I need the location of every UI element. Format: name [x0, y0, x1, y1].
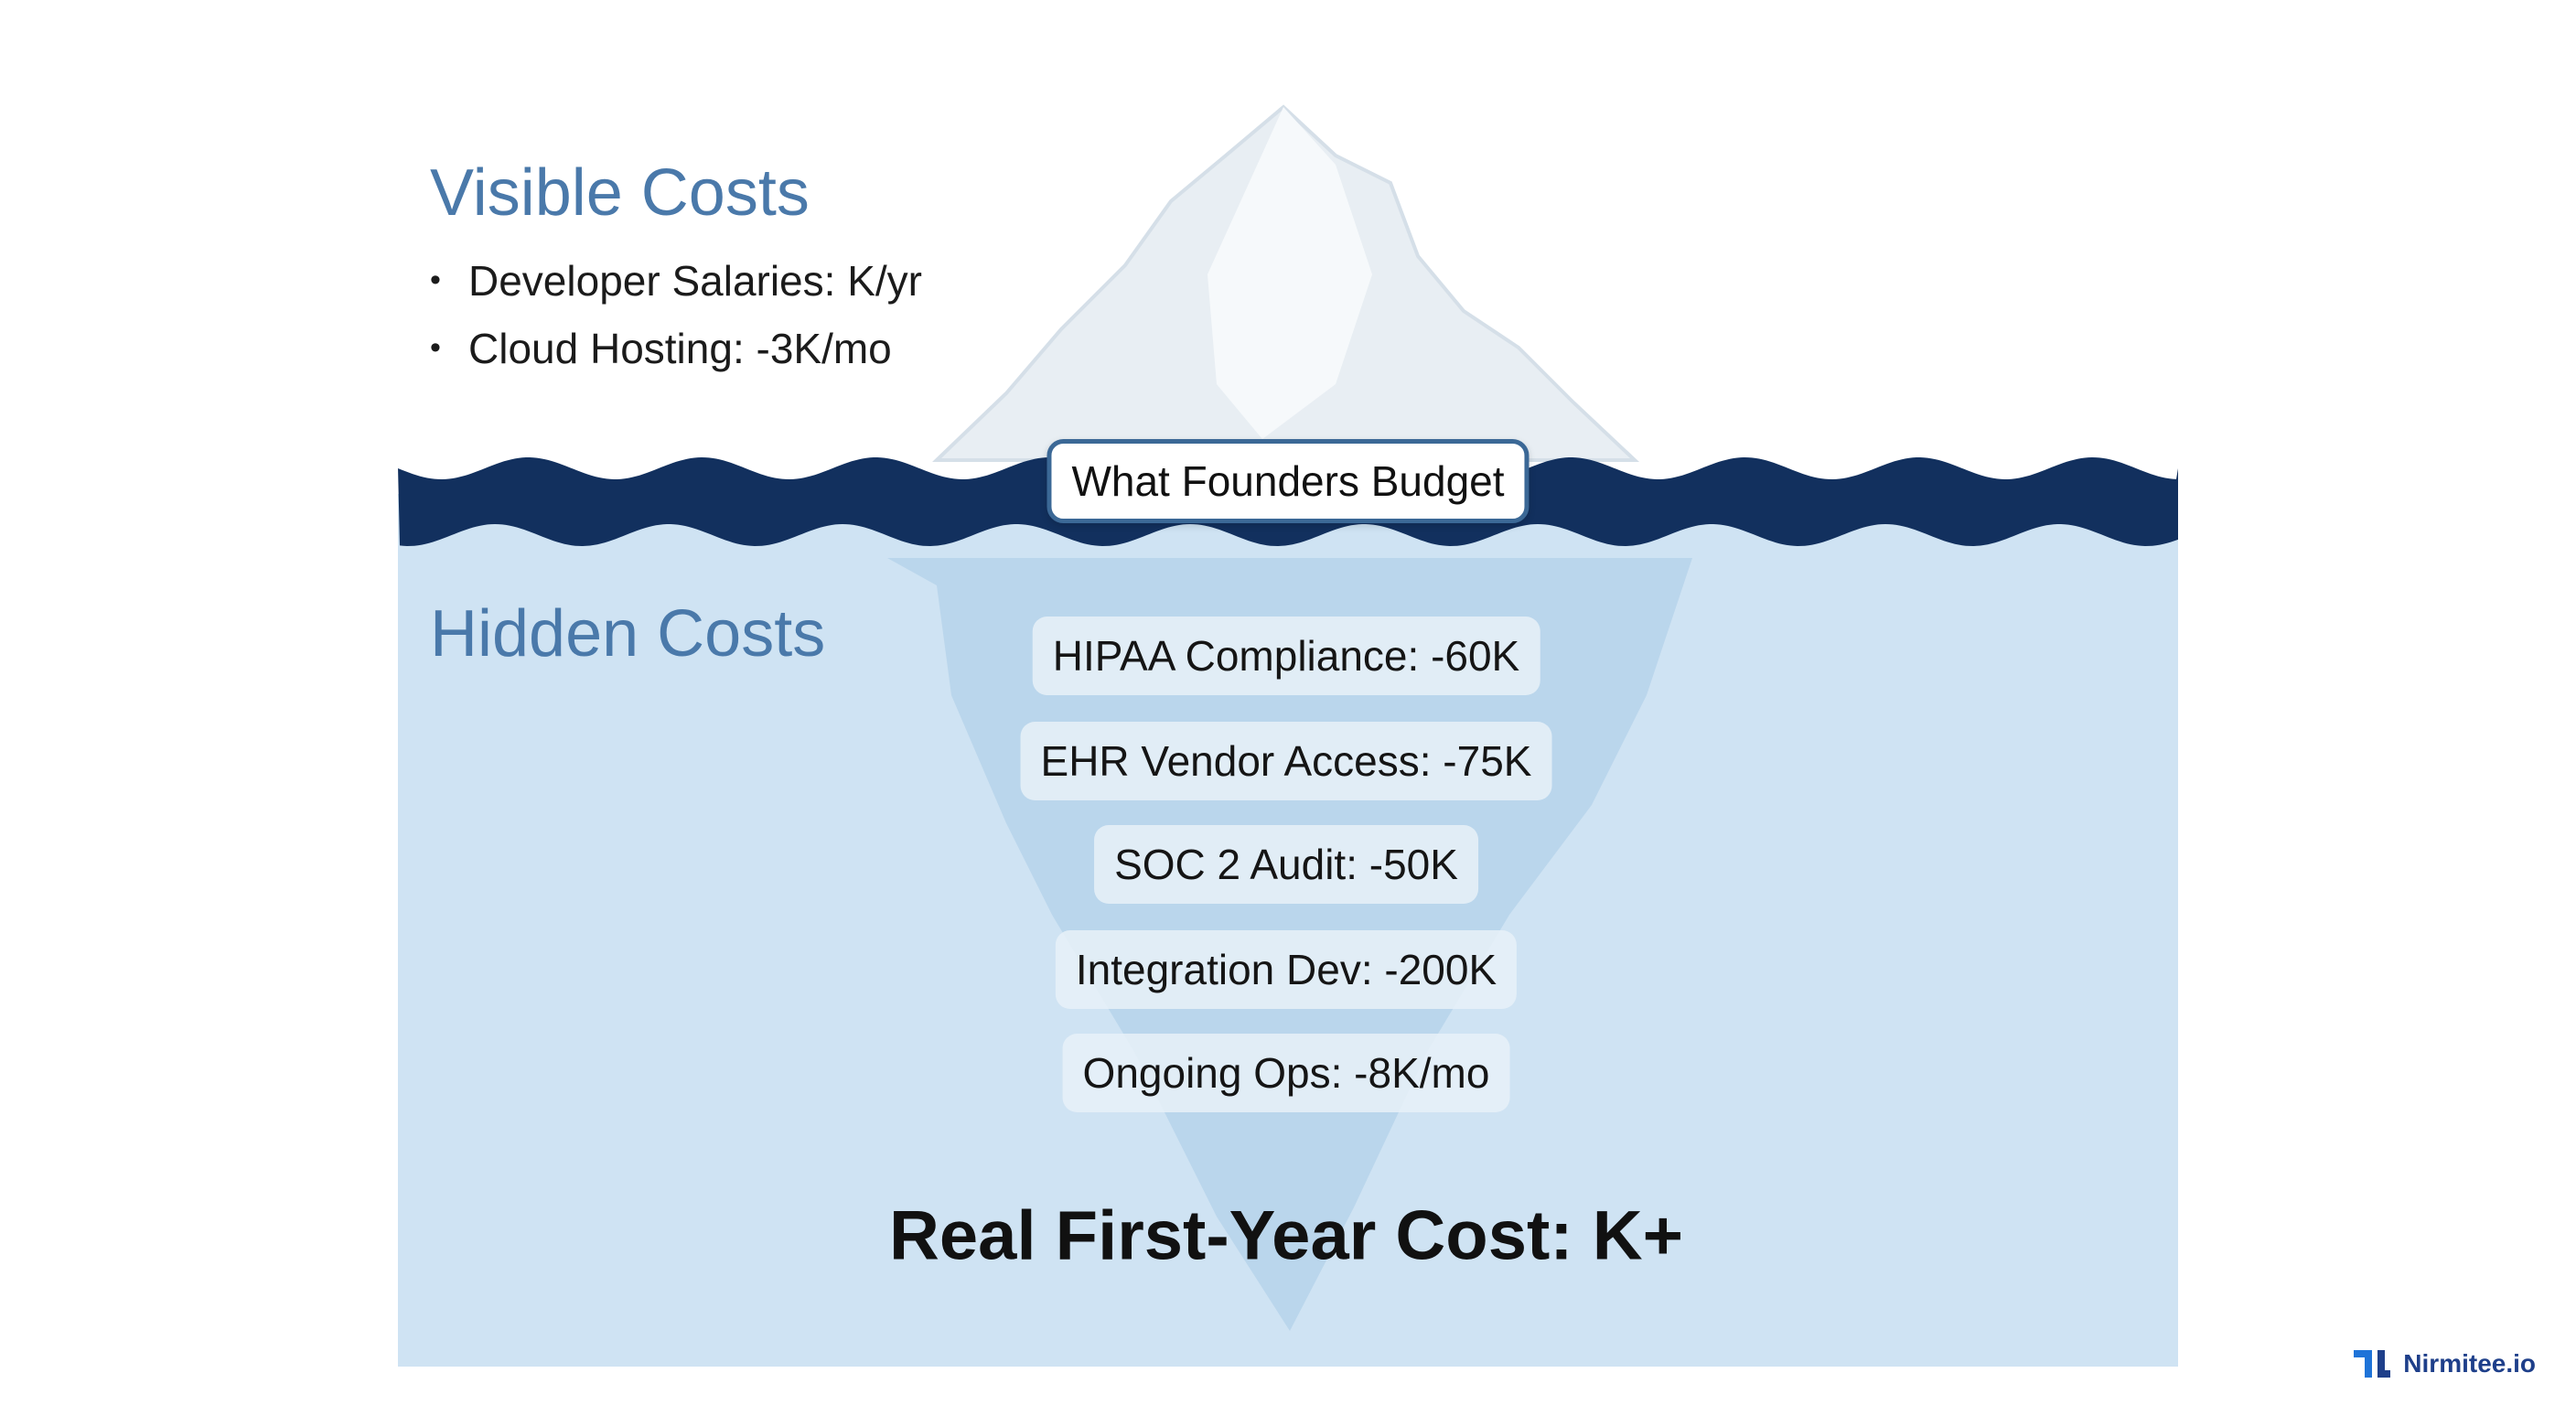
- total-cost: Real First-Year Cost: K+: [889, 1196, 1683, 1275]
- brand: Nirmitee.io: [2354, 1348, 2536, 1379]
- hidden-item: HIPAA Compliance: -60K: [1032, 617, 1540, 695]
- hidden-item: EHR Vendor Access: -75K: [1020, 722, 1552, 800]
- visible-item: Developer Salaries: K/yr: [430, 256, 922, 306]
- visible-title: Visible Costs: [430, 156, 810, 230]
- hidden-item: Integration Dev: -200K: [1055, 930, 1518, 1009]
- brand-logo: [2354, 1350, 2391, 1378]
- hidden-item: Ongoing Ops: -8K/mo: [1062, 1034, 1510, 1112]
- brand-name: Nirmitee.io: [2403, 1349, 2536, 1378]
- budget-badge: What Founders Budget: [1046, 439, 1530, 523]
- iceberg-highlight: [1208, 107, 1372, 439]
- hidden-item: SOC 2 Audit: -50K: [1094, 825, 1478, 904]
- hidden-title: Hidden Costs: [430, 597, 826, 670]
- visible-item: Cloud Hosting: -3K/mo: [430, 324, 892, 373]
